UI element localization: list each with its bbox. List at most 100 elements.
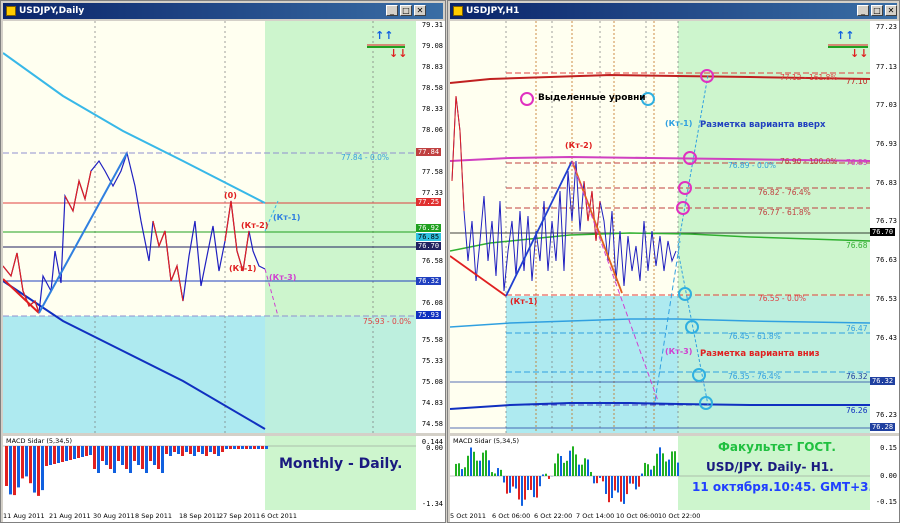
date-tick: 6 Oct 2011 xyxy=(261,512,298,520)
right-titlebar[interactable]: USDJPY,H1 xyxy=(450,3,897,19)
arrow-down-indicator: ↓↓ xyxy=(850,47,869,60)
price-tag: 76.92 xyxy=(416,224,442,232)
left-time-axis: 11 Aug 2011 21 Aug 2011 30 Aug 2011 8 Se… xyxy=(3,510,445,522)
left-chart-window[interactable]: USDJPY,Daily _ □ ✕ xyxy=(0,0,446,523)
macd-bar xyxy=(650,469,652,476)
arrow-down-indicator: ↓↓ xyxy=(389,47,408,60)
macd-bar xyxy=(611,476,613,499)
maximize-button[interactable]: □ xyxy=(871,5,883,16)
date-tick: 7 Oct 14:00 xyxy=(576,512,615,520)
maximize-button[interactable]: □ xyxy=(400,5,412,16)
macd-bar xyxy=(467,455,469,476)
price-tick: 76.08 xyxy=(421,299,443,307)
left-macd-histogram xyxy=(3,436,416,510)
wave-label-kt3: (Кт-3) xyxy=(269,273,297,282)
macd-bar xyxy=(261,446,264,449)
macd-bar xyxy=(257,446,260,449)
up-scenario-label: Разметка варианта вверх xyxy=(700,120,826,130)
date-tick: 6 Oct 06:00 xyxy=(492,512,531,520)
macd-bar xyxy=(229,446,232,449)
left-price-chart[interactable]: ↑↑ ↓↓ (0) (Кт-2) (Кт-1) (Кт-1) (Кт-3) 77… xyxy=(3,21,416,433)
price-tick: 79.08 xyxy=(421,42,443,50)
macd-bar xyxy=(458,463,460,476)
macd-bar xyxy=(539,476,541,487)
macd-bar xyxy=(620,476,622,502)
left-macd-axis: 0.144 0.00 -1.34 xyxy=(416,436,445,510)
macd-bar xyxy=(554,463,556,476)
left-price-axis[interactable]: 79.31 79.08 78.83 78.58 78.33 78.06 77.5… xyxy=(416,21,445,433)
macd-bar xyxy=(149,446,152,461)
macd-bar xyxy=(476,460,478,476)
macd-bar xyxy=(193,446,196,456)
right-time-axis: 5 Oct 2011 6 Oct 06:00 6 Oct 22:00 7 Oct… xyxy=(450,510,899,522)
price-tick: 79.31 xyxy=(421,21,443,29)
macd-bar xyxy=(205,446,208,456)
close-button[interactable]: ✕ xyxy=(885,5,897,16)
macd-bar xyxy=(569,450,571,476)
left-titlebar[interactable]: USDJPY,Daily xyxy=(3,3,443,19)
macd-bar xyxy=(253,446,256,449)
macd-bar xyxy=(623,476,625,504)
macd-bar xyxy=(177,446,180,454)
macd-bar xyxy=(241,446,244,449)
macd-bar xyxy=(189,446,192,454)
macd-bar xyxy=(41,446,44,491)
level-label: 76.82 - 76.4% xyxy=(758,188,811,197)
macd-bar xyxy=(145,446,148,473)
level-label: 76.89 - 0.0% xyxy=(728,161,776,170)
price-tick: 77.23 xyxy=(875,23,897,31)
price-tick: 75.58 xyxy=(421,336,443,344)
minimize-button[interactable]: _ xyxy=(386,5,398,16)
macd-hi: 0.15 xyxy=(880,444,897,452)
right-chart-window[interactable]: USDJPY,H1 _ □ ✕ xyxy=(447,0,900,523)
price-tick: 76.83 xyxy=(875,179,897,187)
macd-bar xyxy=(181,446,184,456)
macd-bar xyxy=(656,453,658,476)
price-tag: 76.70 xyxy=(870,228,896,236)
price-tick: 76.73 xyxy=(875,217,897,225)
right-macd-panel[interactable]: MACD Sidar (5,34,5) Факультет ГОСТ. USD/… xyxy=(450,436,870,510)
macd-bar xyxy=(5,446,8,486)
macd-bar xyxy=(665,461,667,476)
right-price-axis[interactable]: 77.23 77.13 77.03 76.93 76.83 76.73 76.6… xyxy=(870,21,899,433)
date-tick: 10 Oct 06:00 xyxy=(616,512,659,520)
macd-bar xyxy=(536,476,538,498)
caption-date: 11 октября.10:45. GMT+3. xyxy=(692,480,870,494)
macd-bar xyxy=(197,446,200,452)
macd-bar xyxy=(85,446,88,456)
level-label: 76.90 - 100.0% xyxy=(780,157,838,166)
highlighted-levels-legend: Выделенные уровни xyxy=(538,93,646,103)
macd-bar xyxy=(629,476,631,484)
macd-bar xyxy=(464,467,466,476)
wave-label-kt1: (Кт-1) xyxy=(229,264,257,273)
macd-hi: 0.144 xyxy=(421,438,443,446)
macd-bar xyxy=(141,446,144,469)
macd-bar xyxy=(157,446,160,469)
macd-bar xyxy=(29,446,32,484)
macd-bar xyxy=(599,476,601,478)
macd-bar xyxy=(638,476,640,487)
price-tick: 77.03 xyxy=(875,101,897,109)
close-button[interactable]: ✕ xyxy=(414,5,426,16)
macd-bar xyxy=(81,446,84,457)
minimize-button[interactable]: _ xyxy=(857,5,869,16)
caption-pair: USD/JPY. Daily- H1. xyxy=(706,460,834,474)
right-chart-svg xyxy=(450,21,870,433)
date-tick: 8 Sep 2011 xyxy=(135,512,173,520)
macd-bar xyxy=(237,446,240,449)
left-macd-panel[interactable]: MACD Sidar (5,34,5) Monthly - Daily. xyxy=(3,436,416,510)
macd-bar xyxy=(185,446,188,452)
wave-label-kt1: (Кт-1) xyxy=(510,297,538,306)
macd-bar xyxy=(21,446,24,479)
macd-bar xyxy=(109,446,112,469)
macd-zero: 0.00 xyxy=(426,444,443,452)
macd-bar xyxy=(557,453,559,476)
macd-bar xyxy=(93,446,96,469)
macd-bar xyxy=(593,476,595,484)
wave-label-zero: (0) xyxy=(224,191,237,200)
right-price-chart[interactable]: ↑↑ ↓↓ Выделенные уровни (Кт-1) Разметка … xyxy=(450,21,870,433)
price-tick: 78.06 xyxy=(421,126,443,134)
right-window-title: USDJPY,H1 xyxy=(466,6,520,16)
macd-bar xyxy=(61,446,64,462)
price-tag: 76.85 xyxy=(416,233,442,241)
